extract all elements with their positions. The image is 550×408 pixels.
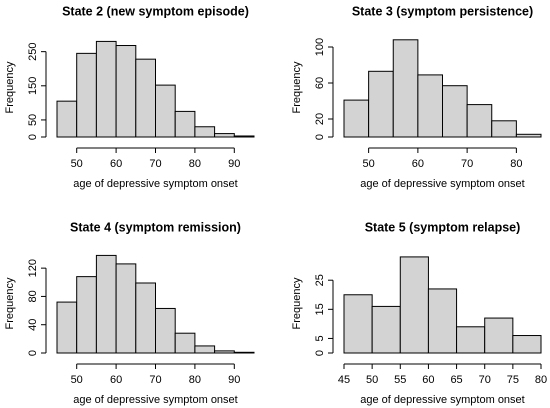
chart-title: State 2 (new symptom episode) <box>62 4 249 18</box>
bar <box>76 52 97 138</box>
y-tick-label: 120 <box>27 259 39 277</box>
bar <box>56 301 78 354</box>
bar <box>135 58 157 138</box>
bar <box>392 39 419 138</box>
x-axis-label: age of depressive symptom onset <box>360 394 524 406</box>
x-tick-label: 50 <box>71 374 83 386</box>
x-tick-label: 55 <box>394 374 406 386</box>
bar <box>484 317 514 354</box>
bar <box>194 126 216 138</box>
x-tick-label: 50 <box>71 158 83 170</box>
x-tick-label: 80 <box>535 374 547 386</box>
chart-title: State 3 (symptom persistence) <box>352 4 533 18</box>
y-axis-label: Frequency <box>291 61 303 113</box>
chart-title: State 4 (symptom remission) <box>70 220 241 234</box>
bar <box>115 263 137 354</box>
x-tick-label: 70 <box>149 374 161 386</box>
bar <box>417 74 443 138</box>
x-tick-label: 60 <box>110 374 122 386</box>
x-tick-label: 70 <box>461 158 473 170</box>
bar <box>76 276 97 354</box>
y-tick-label: 0 <box>27 134 39 140</box>
bar <box>155 307 176 354</box>
bar <box>95 254 117 354</box>
bar <box>371 305 401 354</box>
y-tick-label: 60 <box>314 77 326 89</box>
x-tick-label: 80 <box>189 158 201 170</box>
y-tick-label: 50 <box>27 114 39 126</box>
y-tick-label: 0 <box>27 350 39 356</box>
x-tick-label: 60 <box>422 374 434 386</box>
y-tick-label: 250 <box>27 42 39 60</box>
x-tick-label: 60 <box>110 158 122 170</box>
x-axis-label: age of depressive symptom onset <box>360 178 524 190</box>
bar <box>95 40 117 138</box>
x-tick-label: 75 <box>507 374 519 386</box>
y-tick-label: 150 <box>27 77 39 95</box>
y-tick-label: 5 <box>314 335 326 341</box>
x-tick-label: 65 <box>450 374 462 386</box>
y-axis-label: Frequency <box>291 277 303 329</box>
bar <box>194 345 216 354</box>
y-tick-label: 25 <box>314 274 326 286</box>
x-tick-label: 80 <box>189 374 201 386</box>
bar <box>427 288 458 354</box>
x-tick-label: 90 <box>228 158 240 170</box>
x-tick-label: 90 <box>228 374 240 386</box>
x-tick-label: 50 <box>366 374 378 386</box>
chart-title: State 5 (symptom relapse) <box>365 220 521 234</box>
bar <box>343 294 373 354</box>
bar <box>115 45 137 138</box>
y-tick-label: 0 <box>314 134 326 140</box>
y-tick-label: 15 <box>314 303 326 315</box>
bar <box>174 110 196 138</box>
bar <box>56 100 78 138</box>
bar <box>456 326 486 354</box>
bar <box>512 335 542 354</box>
y-tick-label: 40 <box>27 319 39 331</box>
y-axis-label: Frequency <box>4 61 16 113</box>
x-tick-label: 70 <box>479 374 491 386</box>
bar <box>515 133 542 138</box>
bar <box>399 256 429 354</box>
y-tick-label: 20 <box>314 113 326 125</box>
bar <box>442 85 468 138</box>
bar <box>233 351 255 354</box>
bar <box>466 104 493 138</box>
bar <box>155 84 176 138</box>
bar <box>343 99 370 138</box>
bar <box>491 120 517 138</box>
y-tick-label: 80 <box>27 290 39 302</box>
bar <box>135 282 157 354</box>
bar <box>233 135 255 138</box>
bar <box>214 350 235 354</box>
x-axis-label: age of depressive symptom onset <box>73 178 237 190</box>
x-tick-label: 50 <box>363 158 375 170</box>
y-tick-label: 100 <box>314 38 326 56</box>
x-axis-label: age of depressive symptom onset <box>73 394 237 406</box>
x-tick-label: 70 <box>149 158 161 170</box>
bar <box>174 332 196 354</box>
bar <box>214 133 235 138</box>
bar <box>368 70 394 138</box>
x-tick-label: 80 <box>510 158 522 170</box>
x-tick-label: 45 <box>338 374 350 386</box>
x-tick-label: 60 <box>412 158 424 170</box>
y-axis-label: Frequency <box>4 277 16 329</box>
y-tick-label: 0 <box>314 350 326 356</box>
